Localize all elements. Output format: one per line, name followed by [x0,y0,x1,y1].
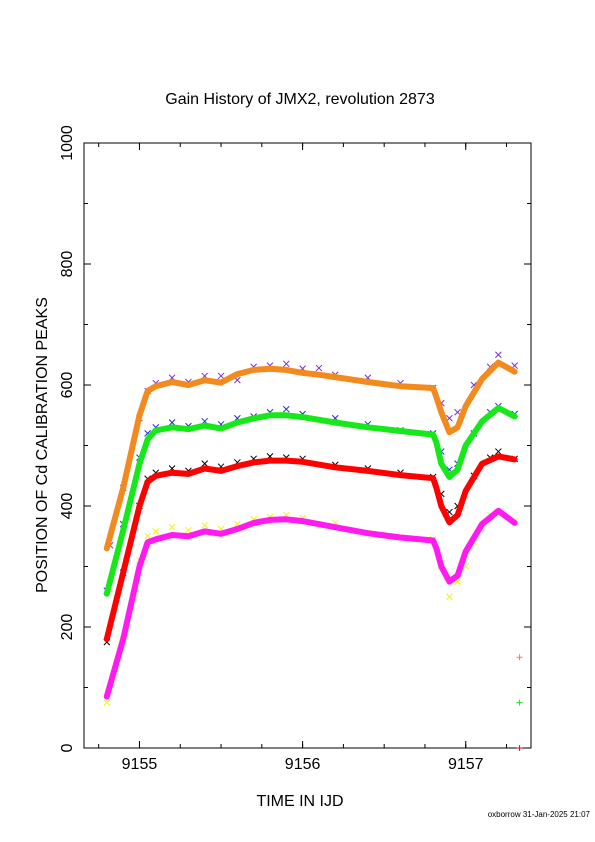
series-line-red [103,453,518,643]
footer-credit: oxborrow 31-Jan-2025 21:07 [488,810,591,819]
data-point-blue [168,419,176,426]
y-tick-label: 600 [59,372,76,399]
data-point-yellow [185,526,192,534]
series-line-orange [103,359,518,552]
x-tick-label: 9156 [285,756,321,773]
y-tick-label: 1000 [59,125,76,161]
y-tick-label: 0 [59,743,76,752]
x-tick-label: 9157 [448,756,484,773]
series-line-green [103,405,518,597]
y-axis: 0 200 400 600 800 1000 [59,125,531,752]
data-point-yellow [201,522,209,529]
y-tick-label: 800 [59,251,76,278]
data-series [103,351,523,751]
data-point-purple [282,360,290,368]
data-point-purple [217,372,225,380]
x-axis: 9155 9156 9157 [98,143,508,773]
data-point-red [516,745,523,751]
x-tick-label: 9155 [122,756,158,773]
data-point-blue [282,405,290,413]
chart-title: Gain History of JMX2, revolution 2873 [165,91,435,108]
data-point-black [201,460,209,468]
data-point-yellow [152,528,160,535]
data-point-orange [516,654,523,661]
x-axis-label: TIME IN IJD [256,793,343,810]
y-axis-label: POSITION OF Cd CALIBRATION PEAKS [34,297,51,593]
data-point-yellow [103,699,111,706]
series-line-magenta [103,507,518,700]
data-point-yellow [446,593,453,601]
data-point-black [495,448,502,455]
data-point-purple [315,364,323,372]
data-point-green [516,699,523,706]
data-point-purple [495,351,502,359]
y-tick-label: 200 [59,614,76,641]
data-point-yellow [168,523,176,531]
y-tick-label: 400 [59,493,76,520]
data-point-yellow [144,532,151,540]
